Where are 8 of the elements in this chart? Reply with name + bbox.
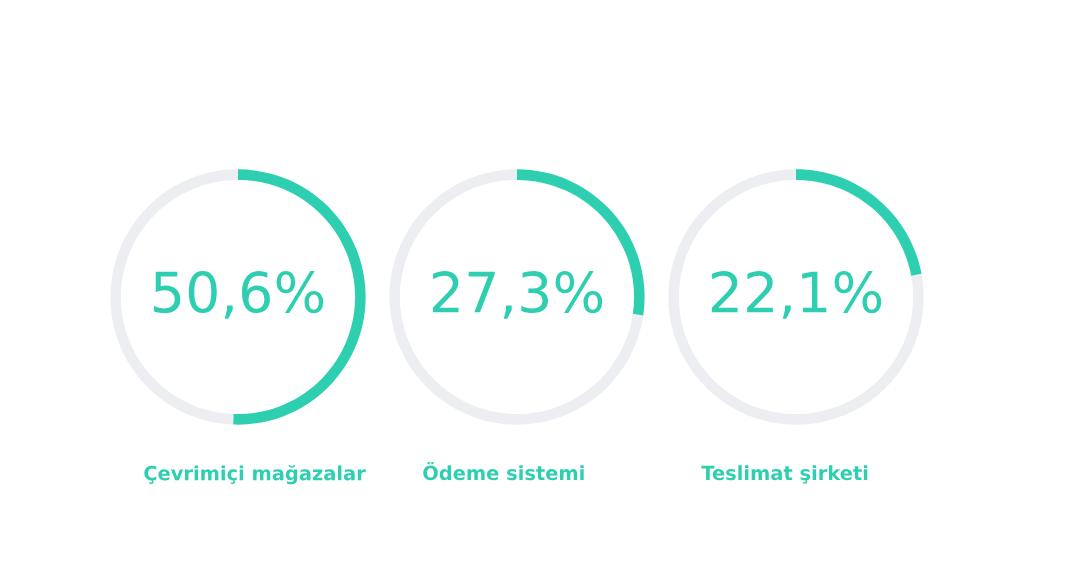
text: 50,6% (154, 271, 324, 319)
text: 27,3% (432, 271, 603, 319)
donut-slice (389, 169, 644, 425)
text: 22,1% (711, 271, 882, 319)
donut-slice (668, 169, 924, 425)
text: Teslimat şirketi (701, 465, 868, 484)
text: Ödeme sistemi (423, 462, 584, 481)
text: Çevrimiçi mağazalar (144, 464, 366, 485)
